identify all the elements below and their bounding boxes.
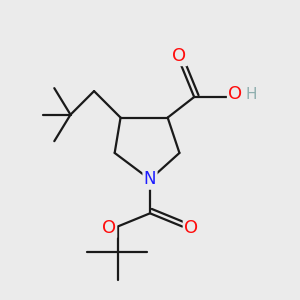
Text: O: O xyxy=(172,47,187,65)
Text: N: N xyxy=(144,170,156,188)
Text: O: O xyxy=(102,219,116,237)
Text: O: O xyxy=(184,219,198,237)
Text: O: O xyxy=(228,85,242,103)
Text: H: H xyxy=(246,87,257,102)
